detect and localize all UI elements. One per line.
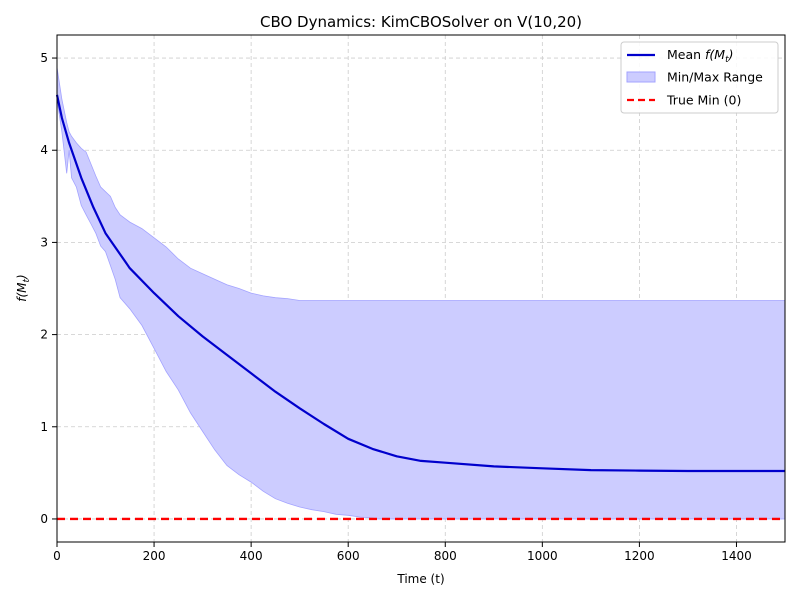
y-tick-label-2: 2 (40, 328, 48, 342)
y-tick-label-1: 1 (40, 420, 48, 434)
y-axis-label-main: f(M (15, 282, 29, 302)
y-tick-label-3: 3 (40, 235, 48, 249)
legend-mean-label: Mean f(Mt) (667, 47, 734, 65)
legend: Mean f(Mt) Min/Max Range True Min (0) (620, 41, 779, 114)
x-tick-label-0: 0 (53, 549, 61, 563)
y-axis-label: f(Mt) (15, 274, 32, 301)
mean-line (55, 94, 785, 473)
y-axis-label-close: ) (15, 274, 29, 280)
y-tick-label-0: 0 (40, 512, 48, 526)
legend-mean-sub: t (725, 55, 729, 65)
y-tick-label-4: 4 (40, 143, 48, 157)
legend-range-label: Min/Max Range (667, 70, 763, 85)
x-tick-label-200: 200 (143, 549, 166, 563)
x-tick-label-600: 600 (337, 549, 360, 563)
plot-frame (56, 34, 786, 543)
y-axis-label-sub: t (22, 278, 32, 282)
x-tick-label-1400: 1400 (721, 549, 752, 563)
x-tick-label-400: 400 (240, 549, 263, 563)
legend-truemin-label: True Min (0) (666, 93, 741, 108)
legend-mean-main: f(M (705, 47, 725, 62)
x-tick-label-1000: 1000 (527, 549, 558, 563)
x-tick-label-800: 800 (434, 549, 457, 563)
legend-range-swatch (626, 71, 656, 83)
chart-title: CBO Dynamics: KimCBOSolver on V(10,20) (260, 13, 582, 31)
x-tick-label-1200: 1200 (624, 549, 655, 563)
legend-mean-close: ) (728, 47, 734, 62)
legend-box (620, 41, 779, 114)
x-axis-label: Time (t) (396, 572, 444, 586)
axis-ticks: 0 200 400 600 800 1000 1200 1400 0 1 2 3 4 5 (40, 51, 751, 563)
y-tick-label-5: 5 (40, 51, 48, 65)
legend-mean-prefix: Mean (667, 47, 705, 62)
